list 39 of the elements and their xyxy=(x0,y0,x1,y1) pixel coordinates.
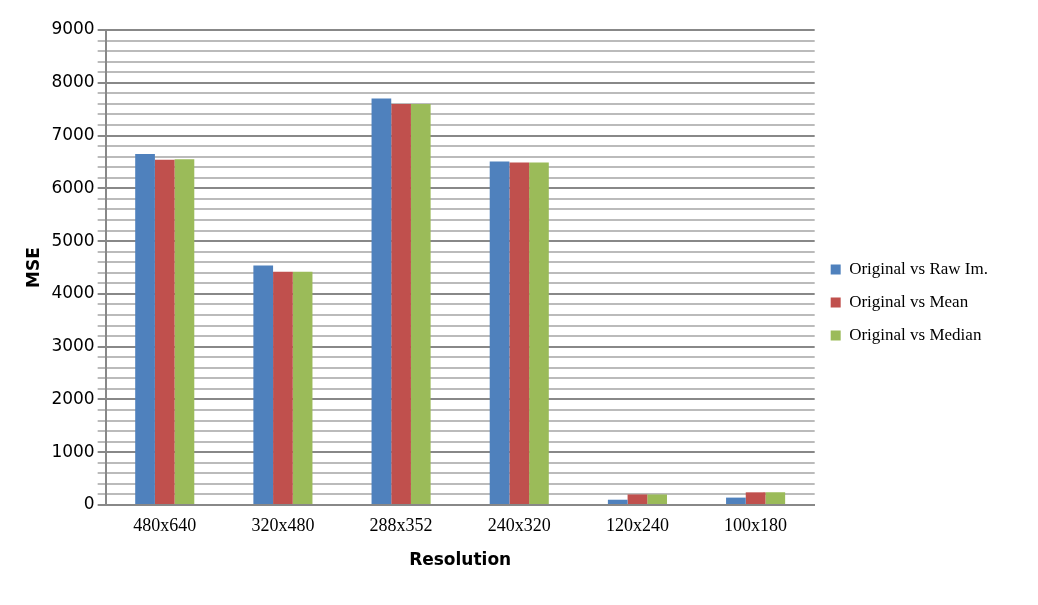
y-tick-label: 9000 xyxy=(51,18,95,39)
y-tick-label: 3000 xyxy=(51,335,95,356)
x-tick-label: 320x480 xyxy=(251,514,315,535)
bar xyxy=(292,271,313,504)
x-tick-label: 100x180 xyxy=(724,514,788,535)
bar xyxy=(607,499,628,504)
bar xyxy=(529,162,549,504)
x-tick-label: 120x240 xyxy=(605,514,669,535)
bar xyxy=(627,494,648,504)
bar xyxy=(647,494,667,504)
bar xyxy=(745,492,766,504)
bar xyxy=(489,161,510,504)
legend-label: Original vs Mean xyxy=(849,291,969,311)
legend-label: Original vs Median xyxy=(849,324,982,344)
bar xyxy=(154,159,175,504)
legend-label: Original vs Raw Im. xyxy=(849,258,989,278)
bar xyxy=(174,159,195,504)
bar xyxy=(726,497,746,504)
x-tick-label: 240x320 xyxy=(487,514,551,535)
y-tick-label: 1000 xyxy=(51,440,95,461)
y-tick-label: 7000 xyxy=(51,123,95,144)
bar xyxy=(410,103,431,504)
y-tick-label: 0 xyxy=(83,493,95,514)
x-axis-title: Resolution xyxy=(409,549,512,570)
y-tick-label: 4000 xyxy=(51,282,95,303)
y-axis-title: MSE xyxy=(22,247,43,288)
bar xyxy=(391,103,411,504)
y-tick-label: 5000 xyxy=(51,229,95,250)
bar xyxy=(371,98,392,504)
bar xyxy=(273,271,293,504)
bar xyxy=(135,154,155,504)
x-tick-label: 480x640 xyxy=(133,514,197,535)
x-tick-label: 288x352 xyxy=(369,514,433,535)
y-tick-label: 2000 xyxy=(51,387,95,408)
bar xyxy=(253,265,274,504)
bar xyxy=(765,492,786,504)
y-tick-label: 8000 xyxy=(51,71,95,92)
bar xyxy=(509,162,530,504)
y-tick-label: 6000 xyxy=(51,176,95,197)
